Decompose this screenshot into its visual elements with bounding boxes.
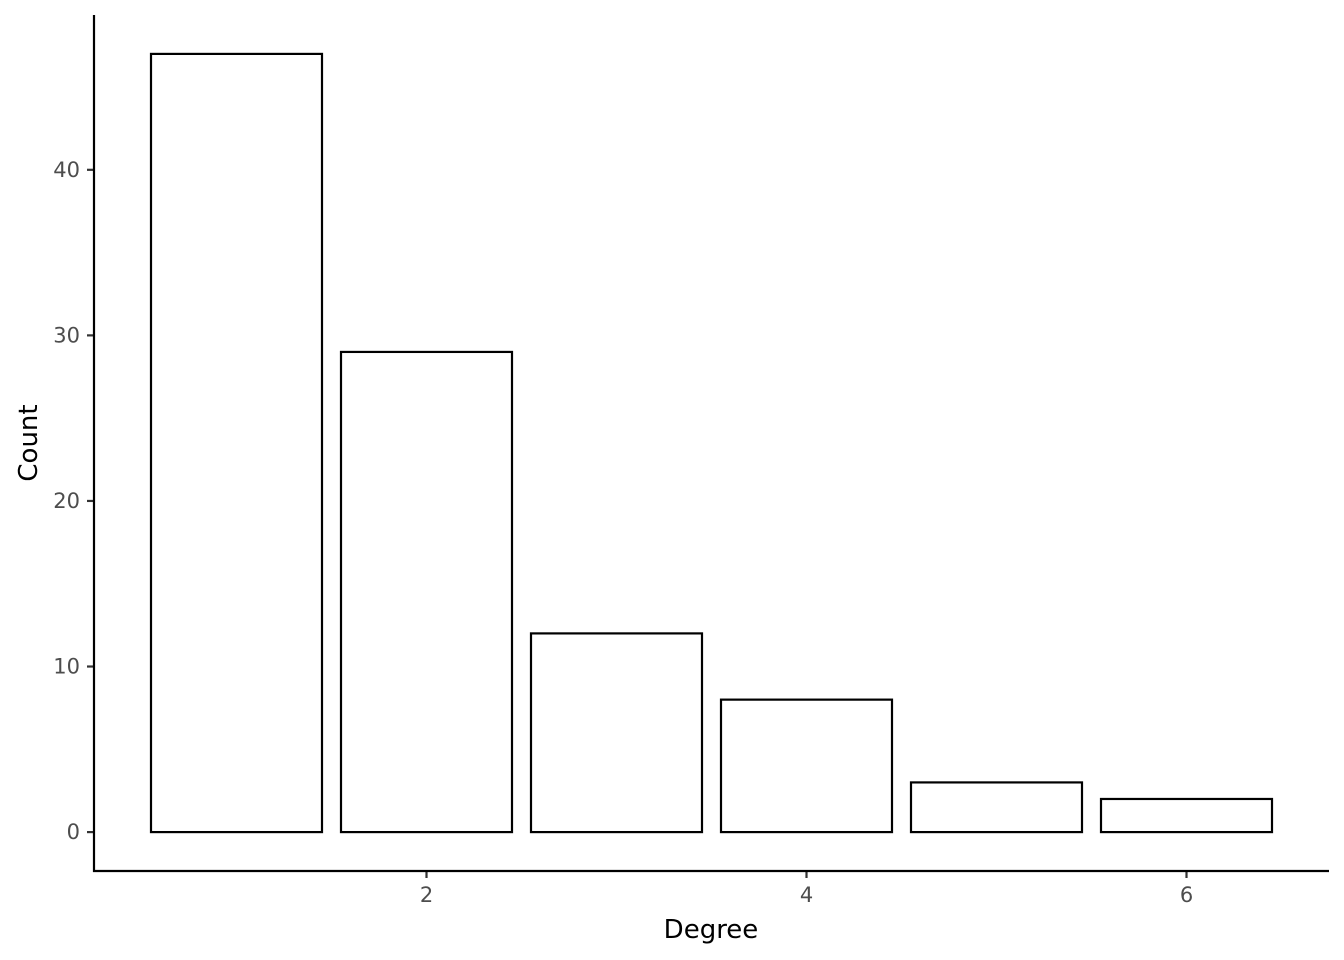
- y-axis-title: Count: [14, 404, 44, 481]
- y-tick-label: 30: [53, 323, 80, 347]
- y-tick-label: 40: [53, 158, 80, 182]
- bar-degree-1: [149, 52, 324, 834]
- bars-group: [149, 52, 1274, 834]
- bar-degree-2: [339, 350, 514, 834]
- bar-degree-4: [719, 698, 894, 834]
- bar-degree-5: [909, 781, 1084, 834]
- y-axis-ticks: 0 10 20 30 40: [53, 158, 94, 844]
- x-axis-ticks: 2 4 6: [420, 871, 1193, 907]
- x-tick-label: 6: [1180, 883, 1193, 907]
- bar-degree-6: [1099, 797, 1274, 834]
- bar-degree-3: [529, 632, 704, 834]
- y-tick-label: 0: [67, 820, 80, 844]
- x-axis-title: Degree: [664, 915, 759, 945]
- x-tick-label: 2: [420, 883, 433, 907]
- y-tick-label: 20: [53, 489, 80, 513]
- x-tick-label: 4: [800, 883, 813, 907]
- y-tick-label: 10: [53, 655, 80, 679]
